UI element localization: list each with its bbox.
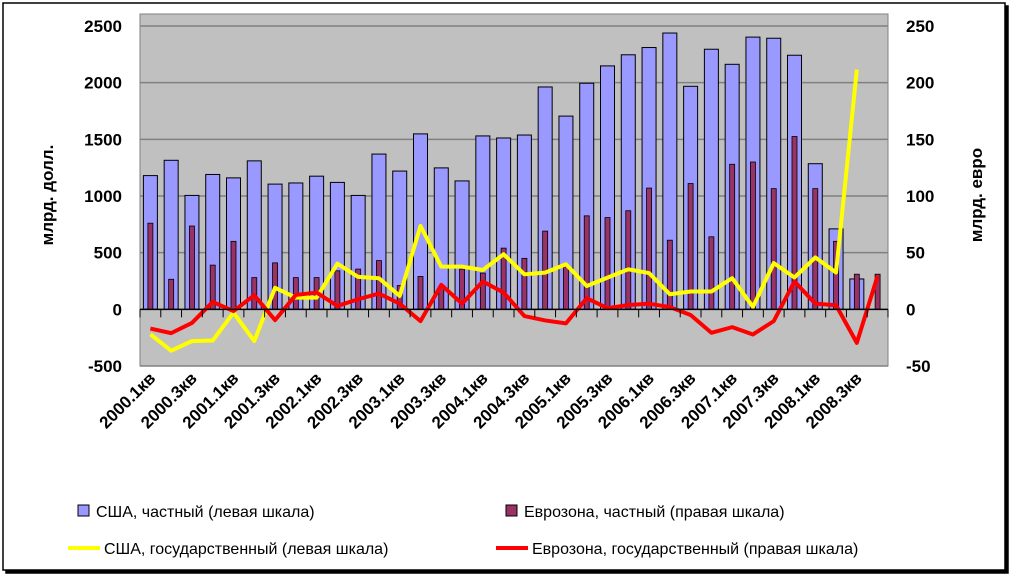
y2-tick-label: 0 — [906, 300, 915, 319]
bar-eurozone-private — [230, 240, 237, 310]
y-tick-label: -500 — [88, 357, 122, 376]
y-tick-label: 0 — [113, 300, 122, 319]
bar-eurozone-private — [417, 276, 424, 310]
y2-tick-label: 150 — [906, 130, 934, 149]
bar-eurozone-private — [729, 163, 736, 310]
bar-eurozone-private — [770, 188, 777, 310]
legend-label: США, государственный (левая шкала) — [104, 541, 388, 558]
legend-label: Еврозона, частный (правая шкала) — [524, 504, 785, 521]
y-tick-label: 1500 — [84, 130, 122, 149]
y-tick-label: 1000 — [84, 187, 122, 206]
bar-eurozone-private — [376, 260, 382, 310]
bar-eurozone-private — [708, 236, 715, 310]
legend-label: США, частный (левая шкала) — [96, 504, 315, 521]
bar-eurozone-private — [750, 161, 756, 310]
bar-eurozone-private — [666, 239, 673, 310]
y2-tick-label: 250 — [906, 17, 934, 36]
bar-eurozone-private — [853, 273, 860, 310]
y-tick-label: 2500 — [84, 17, 122, 36]
y-tick-label: 2000 — [84, 74, 122, 93]
line-usa-government — [149, 69, 859, 353]
bar-eurozone-private — [189, 225, 195, 310]
bar-eurozone-private — [646, 187, 652, 310]
bar-eurozone-private — [147, 222, 154, 310]
legend-swatch — [505, 504, 518, 517]
y2-tick-label: -50 — [906, 357, 931, 376]
bar-eurozone-private — [563, 266, 569, 310]
line-eurozone-government — [149, 275, 880, 345]
legend-label: Еврозона, государственный (правая шкала) — [532, 541, 858, 558]
y2-tick-label: 200 — [906, 74, 934, 93]
y2-tick-label: 50 — [906, 244, 925, 263]
y2-axis-label: млрд. евро — [967, 148, 986, 242]
bar-eurozone-private — [521, 257, 528, 310]
bar-eurozone-private — [583, 215, 590, 310]
y2-tick-label: 100 — [906, 187, 934, 206]
legend-swatch — [77, 504, 90, 517]
bar-eurozone-private — [625, 210, 632, 310]
y-tick-label: 500 — [94, 244, 122, 263]
bar-eurozone-private — [812, 188, 819, 310]
bar-eurozone-private — [168, 278, 175, 310]
y-axis-label: млрд. долл. — [38, 145, 57, 246]
bar-eurozone-private — [479, 272, 486, 310]
bar-eurozone-private — [604, 217, 611, 310]
